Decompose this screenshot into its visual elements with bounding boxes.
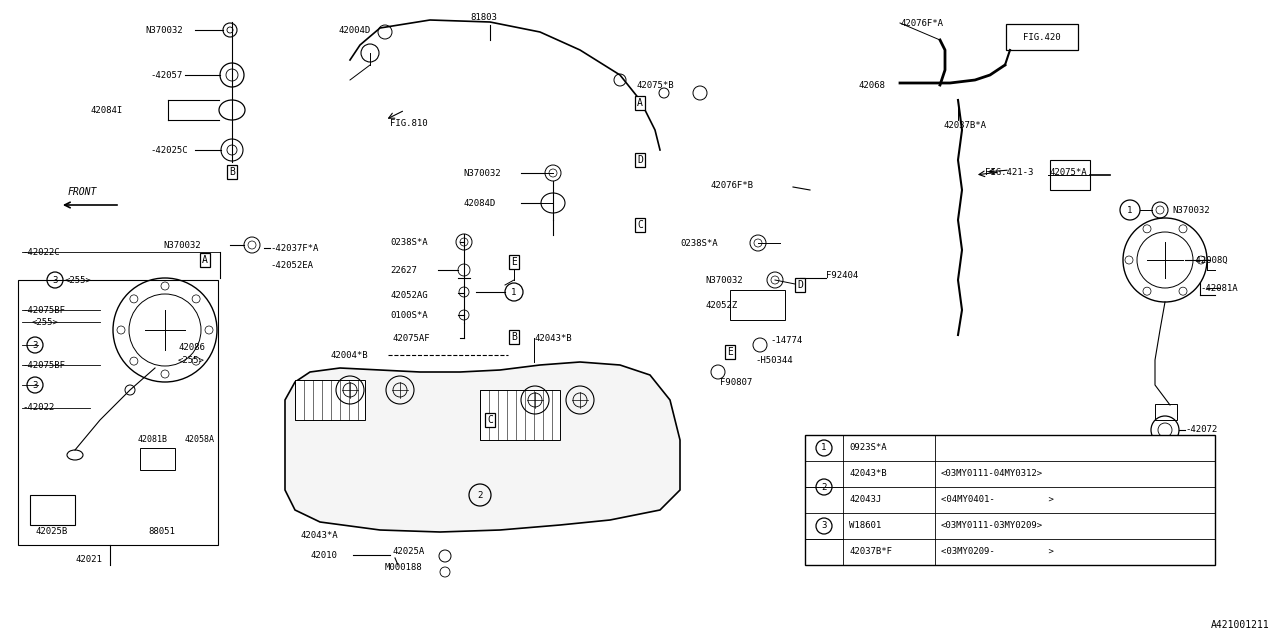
Bar [1155,404,1178,420]
Polygon shape [285,362,680,532]
Bar [1006,24,1078,50]
Text: A421001211: A421001211 [1211,620,1270,630]
Text: 42025A: 42025A [392,547,424,557]
Bar [294,380,365,420]
Text: -42037F*A: -42037F*A [270,243,319,253]
Text: 3: 3 [32,340,37,349]
Text: 42004D: 42004D [338,26,370,35]
Text: N370032: N370032 [705,275,742,285]
Text: N370032: N370032 [145,26,183,35]
Text: 2: 2 [822,483,827,492]
Text: 42058A: 42058A [186,435,215,445]
Text: <03MY0209-          >: <03MY0209- > [941,547,1053,557]
Text: -42075BF: -42075BF [22,305,65,314]
Text: F90807: F90807 [721,378,753,387]
Text: 0923S*A: 0923S*A [849,444,887,452]
Text: <255>: <255> [178,355,205,365]
Text: 42052Z: 42052Z [705,301,737,310]
Text: 42075*B: 42075*B [636,81,673,90]
Text: <255>: <255> [32,317,59,326]
Text: 42043J: 42043J [849,495,881,504]
Text: D: D [797,280,803,290]
Text: 42037B*A: 42037B*A [943,120,986,129]
Text: -42081A: -42081A [1201,284,1238,292]
Bar [18,280,218,545]
Text: -42025C: -42025C [150,145,188,154]
Text: D: D [637,155,643,165]
Text: C: C [488,415,493,425]
Text: -H50344: -H50344 [755,355,792,365]
Text: 42084D: 42084D [463,198,495,207]
Text: -42022: -42022 [22,403,54,413]
Text: 0238S*A: 0238S*A [390,237,428,246]
Bar [805,435,1215,565]
Text: 42081B: 42081B [138,435,168,445]
Text: <03MY0111-04MY0312>: <03MY0111-04MY0312> [941,470,1043,479]
Text: 88051: 88051 [148,527,175,536]
Text: FIG.810: FIG.810 [390,118,428,127]
Ellipse shape [541,193,564,213]
Text: 42076F*B: 42076F*B [710,180,753,189]
Text: 0100S*A: 0100S*A [390,310,428,319]
Text: N370032: N370032 [1172,205,1210,214]
Text: E: E [727,347,733,357]
Text: A: A [637,98,643,108]
Text: -42022C: -42022C [22,248,60,257]
Text: 42037B*F: 42037B*F [849,547,892,557]
Text: -42008Q: -42008Q [1190,255,1228,264]
Text: F92404: F92404 [826,271,859,280]
Text: <04MY0401-          >: <04MY0401- > [941,495,1053,504]
Bar [29,495,76,525]
Text: <255>: <255> [65,275,92,285]
Text: 42075*A: 42075*A [1050,168,1088,177]
Text: FIG.421-3: FIG.421-3 [986,168,1033,177]
Text: 22627: 22627 [390,266,417,275]
Text: C: C [637,220,643,230]
Text: 3: 3 [32,381,37,390]
Text: FRONT: FRONT [68,187,97,197]
Text: -42052EA: -42052EA [270,260,314,269]
Text: E: E [511,257,517,267]
Ellipse shape [67,450,83,460]
Text: 42021: 42021 [76,556,102,564]
Bar [140,448,175,470]
Text: 2: 2 [477,490,483,499]
Text: 42043*A: 42043*A [300,531,338,540]
Text: N370032: N370032 [163,241,201,250]
Text: 81803: 81803 [470,13,497,22]
Text: 42076F*A: 42076F*A [900,19,943,28]
Text: FIG.420: FIG.420 [1023,33,1061,42]
Text: B: B [229,167,236,177]
Bar [1050,160,1091,190]
Text: <03MY0111-03MY0209>: <03MY0111-03MY0209> [941,522,1043,531]
Text: A: A [202,255,207,265]
Text: 42025B: 42025B [35,527,68,536]
Text: 1: 1 [1128,205,1133,214]
Text: W18601: W18601 [849,522,881,531]
Text: 42010: 42010 [310,550,337,559]
Bar [730,290,785,320]
Text: -42072: -42072 [1185,426,1217,435]
Ellipse shape [219,100,244,120]
Text: 0238S*A: 0238S*A [680,239,718,248]
Text: -42075BF: -42075BF [22,360,65,369]
Text: 42068: 42068 [858,81,884,90]
Text: 3: 3 [52,275,58,285]
Text: B: B [511,332,517,342]
Text: 42043*B: 42043*B [849,470,887,479]
Text: 42052AG: 42052AG [390,291,428,300]
Text: 42075AF: 42075AF [392,333,430,342]
Text: 1: 1 [511,287,517,296]
Text: 42004*B: 42004*B [330,351,367,360]
Text: N370032: N370032 [463,168,500,177]
Text: 1: 1 [822,444,827,452]
Text: 3: 3 [822,522,827,531]
Bar [480,390,561,440]
Text: M000188: M000188 [385,563,422,573]
Text: 42084I: 42084I [90,106,123,115]
Text: 42043*B: 42043*B [534,333,572,342]
Text: -42057: -42057 [150,70,182,79]
Text: 42086: 42086 [178,342,205,351]
Text: -14774: -14774 [771,335,803,344]
